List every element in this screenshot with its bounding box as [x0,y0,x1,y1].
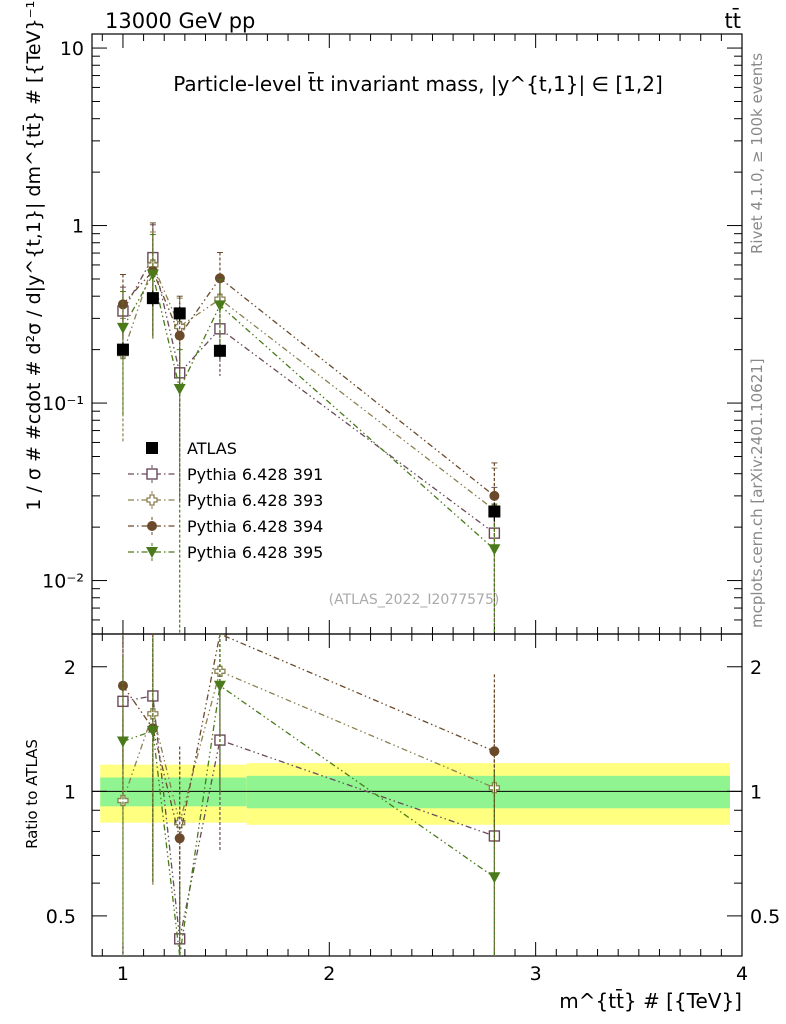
analysis-watermark: (ATLAS_2022_I2077575) [329,592,500,608]
ratio-band-group [100,763,730,825]
atlas-point [116,343,129,356]
atlas-point [146,292,159,305]
series-point [489,490,500,501]
y-axis-label-main: 1 / σ # #cdot # d²σ / d|y^{t,1}| dm^{tt̄… [21,0,45,511]
series-point [174,330,185,341]
ratio-point [117,794,129,807]
series-line [122,272,495,550]
series-line [122,255,495,534]
legend-marker-atlas [146,442,158,454]
series-point [488,544,501,556]
legend-label: Pythia 6.428 394 [187,517,323,536]
legend-label: Pythia 6.428 391 [187,465,323,484]
legend-marker [146,468,158,480]
legend-marker [147,521,157,531]
x-axis-label: m^{tt̄} # [{TeV}] [559,988,742,1013]
series-point [116,322,129,334]
legend-entry: Pythia 6.428 394 [128,517,323,536]
x-tick-label: 3 [530,963,542,985]
ratio-data-group [116,634,501,956]
series-point [214,273,225,284]
main-panel: 10 1 10⁻¹ 10⁻² [42,33,743,635]
ratio-point [174,833,185,844]
series-point [213,300,226,312]
atlas-point [213,344,226,357]
main-data-group [116,222,501,634]
x-tick-label: 1 [117,963,129,985]
ratio-frame [91,633,743,957]
y-tick-label: 10⁻¹ [42,393,84,415]
ratio-y-tick-label-right: 1 [750,781,762,803]
x-tick-label: 2 [323,963,335,985]
rivet-version-label: Rivet 4.1.0, ≥ 100k events [748,53,766,254]
legend-entry: Pythia 6.428 393 [128,491,323,510]
legend-label: Pythia 6.428 393 [187,491,323,510]
atlas-point [488,505,501,518]
ratio-point [116,736,129,748]
mcplots-label: mcplots.cern.ch [arXiv:2401.10621] [748,358,766,628]
legend-label-atlas: ATLAS [187,439,237,458]
series-line [122,269,495,497]
x-tick-label: 4 [736,963,748,985]
y-tick-label: 10 [60,38,84,60]
ratio-y-tick-label-right: 0.5 [750,906,780,928]
energy-label: 13000 GeV pp [105,9,255,33]
y-tick-label: 10⁻² [42,571,84,593]
legend-entry: Pythia 6.428 395 [128,543,323,562]
ratio-series-line [122,670,495,823]
ratio-point [489,746,500,757]
series-point [173,384,186,396]
ratio-panel: 1 2 3 4 2 2 1 1 0.5 0.5 [46,633,780,985]
process-label: tt̄ [725,8,741,33]
legend-entry: Pythia 6.428 391 [128,465,323,484]
atlas-point [173,307,186,320]
plot-title: Particle-level t̄t invariant mass, |y^{t… [173,71,663,96]
ratio-point [213,680,226,692]
ratio-band-inner [246,775,730,809]
ratio-point [488,872,501,884]
series-line [122,263,495,511]
y-tick-label: 1 [72,216,84,238]
y-axis-label-ratio: Ratio to ATLAS [23,739,41,849]
legend-entry-atlas: ATLAS [146,439,237,458]
ratio-series-line [122,684,495,956]
legend: ATLAS Pythia 6.428 391 Pythia 6.428 393 Pyt… [128,439,323,562]
series-point [214,323,226,335]
legend-marker [146,547,158,558]
legend-label: Pythia 6.428 395 [187,543,323,562]
legend-marker [146,494,158,506]
series-point [146,269,159,281]
ratio-point [146,725,159,737]
ratio-point [117,680,128,691]
ratio-y-tick-label-right: 2 [750,657,762,679]
ratio-y-tick-label: 0.5 [46,906,76,928]
ratio-y-tick-label: 1 [64,781,76,803]
ratio-y-tick-label: 2 [64,657,76,679]
